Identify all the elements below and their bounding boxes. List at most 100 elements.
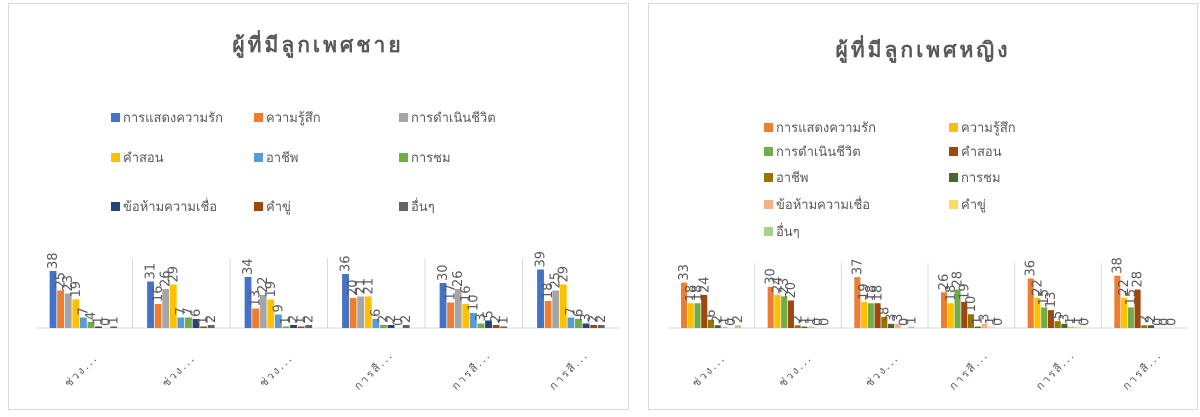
data-label: 0: [991, 318, 1006, 326]
data-label: 6: [369, 309, 384, 317]
data-label: 20: [784, 282, 799, 299]
data-label: 19: [69, 281, 84, 298]
data-label: 3: [474, 313, 489, 321]
data-label: 24: [770, 276, 785, 293]
data-label: 18: [871, 285, 886, 302]
data-label: 28: [1131, 271, 1146, 288]
legend-swatch: [949, 123, 958, 132]
bar: [988, 326, 995, 328]
data-label: 22: [1117, 279, 1132, 296]
bar: [79, 317, 87, 328]
data-label: 18: [684, 285, 699, 302]
bar: [1061, 323, 1068, 328]
legend-label: คำขู่: [266, 200, 291, 215]
data-label: 24: [697, 276, 712, 293]
legend-label: ข้อห้ามความเชื่อ: [123, 198, 217, 215]
legend-swatch: [764, 147, 773, 156]
data-label: 1: [197, 316, 212, 324]
data-label: 0: [724, 318, 739, 326]
bar: [492, 325, 500, 328]
bar: [192, 319, 200, 328]
data-label: 3: [884, 314, 899, 322]
bar: [274, 314, 282, 328]
data-label: 33: [677, 264, 692, 281]
bar: [954, 289, 961, 328]
data-label: 6: [571, 309, 586, 317]
bar: [714, 325, 721, 328]
data-label: 23: [61, 275, 76, 292]
data-label: 2: [376, 315, 391, 323]
bar: [575, 319, 582, 328]
legend-label: คำสอน: [961, 145, 1002, 160]
data-label: 25: [549, 272, 564, 289]
bar: [185, 317, 192, 328]
chart-title: ผู้ที่มีลูกเพศชาย: [232, 29, 403, 59]
bar: [794, 325, 801, 328]
bar: [854, 277, 861, 328]
bar: [981, 323, 988, 328]
data-label: 38: [46, 252, 61, 269]
bar: [537, 269, 544, 328]
bar: [387, 325, 395, 328]
bar: [154, 304, 162, 328]
data-label: 2: [587, 315, 602, 323]
bar: [961, 301, 968, 328]
bar: [1047, 310, 1054, 328]
data-label: 38: [1110, 257, 1125, 274]
legend-swatch: [764, 227, 773, 236]
bar: [95, 326, 102, 328]
data-label: 2: [399, 315, 414, 323]
bar: [147, 281, 154, 328]
chart-frame: [648, 3, 1198, 410]
bar: [721, 326, 728, 328]
data-label: 21: [354, 278, 369, 295]
legend-label: การชม: [961, 171, 1001, 186]
bar: [787, 300, 794, 328]
bar: [1127, 307, 1134, 328]
bar: [244, 277, 252, 328]
bar: [162, 289, 170, 328]
legend-swatch: [764, 123, 773, 132]
data-label: 16: [459, 285, 474, 302]
bar: [477, 323, 485, 328]
legend-label: อื่นๆ: [411, 198, 435, 215]
data-label: 29: [556, 266, 571, 283]
data-label: 39: [534, 251, 549, 268]
data-label: 22: [1030, 279, 1045, 296]
data-label: 2: [791, 315, 806, 323]
bar: [801, 326, 808, 328]
bar: [888, 323, 895, 328]
data-label: 34: [241, 258, 256, 275]
bar: [49, 271, 57, 328]
bar: [297, 326, 305, 328]
bar: [402, 325, 410, 328]
bar: [781, 296, 788, 328]
data-label: 19: [264, 281, 279, 298]
bar: [462, 304, 470, 328]
bar: [861, 301, 868, 328]
bar: [1074, 326, 1081, 328]
data-label: 1: [1064, 316, 1079, 324]
data-label: 2: [489, 315, 504, 323]
bar: [1141, 325, 1148, 328]
legend-label: อาชีพ: [776, 170, 809, 186]
data-label: 5: [1051, 311, 1066, 319]
bar: [259, 295, 267, 328]
bar: [447, 302, 455, 328]
data-label: 1: [92, 316, 107, 324]
bar: [867, 303, 874, 328]
bar: [567, 317, 575, 328]
data-label: 19: [857, 283, 872, 300]
data-label: 31: [144, 263, 159, 280]
legend-swatch: [111, 153, 120, 162]
bar: [169, 284, 177, 328]
bar: [694, 303, 701, 328]
bar: [87, 322, 95, 328]
legend-label: คำสอน: [123, 151, 164, 166]
bar: [1068, 326, 1075, 328]
data-label: 25: [54, 272, 69, 289]
data-label: 3: [579, 313, 594, 321]
data-label: 0: [1078, 318, 1093, 326]
legend-swatch: [399, 202, 408, 211]
data-label: 26: [451, 270, 466, 287]
